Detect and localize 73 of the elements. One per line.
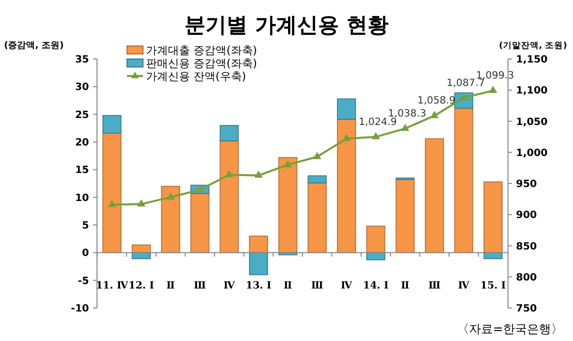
chart-title: 분기별 가계신용 현황 (184, 13, 388, 37)
point (400, 124, 410, 131)
y2-tick-label: 1,000 (516, 148, 548, 159)
bar (366, 252, 386, 260)
y2-tick-label: 900 (516, 210, 537, 222)
bar (336, 118, 356, 254)
bar (220, 140, 239, 254)
x-tick-label: 15. Ⅰ (480, 280, 506, 292)
x-tick-label: 12. Ⅰ (128, 280, 154, 292)
x-tick-label: Ⅲ (194, 280, 206, 292)
x-tick-label: Ⅱ (400, 280, 410, 292)
legend-label: 가계신용 잔액(우축) (146, 70, 246, 83)
y-tick-label: 30 (75, 82, 90, 94)
y-tick-label: 5 (82, 220, 90, 232)
point (488, 86, 498, 93)
x-tick-label: 13. Ⅰ (246, 280, 272, 292)
x-tick-label: Ⅳ (458, 280, 470, 292)
point (430, 110, 439, 118)
y2-tick-label: 1,150 (516, 54, 548, 66)
point (225, 170, 234, 178)
y-tick-label: 25 (75, 110, 90, 121)
point (166, 192, 175, 200)
y2-tick-label: 750 (516, 304, 537, 314)
y-tick-label: -5 (78, 276, 90, 287)
point (137, 199, 146, 206)
bar (249, 236, 268, 254)
bar (190, 193, 210, 254)
bar (366, 226, 386, 254)
bar (102, 132, 122, 254)
legend-label: 판매신용 증감액(좌축) (146, 56, 258, 70)
bar (161, 186, 180, 254)
y2-tick-label: 950 (516, 179, 537, 190)
y2-axis-title: (기말잔액, 조원) (499, 41, 568, 51)
x-tick-label: Ⅱ (166, 280, 175, 292)
y-axis-title: (증감액, 조원) (4, 41, 64, 51)
y-tick-label: 35 (75, 54, 90, 66)
x-tick-label: Ⅲ (428, 280, 441, 292)
bar (278, 157, 298, 254)
x-tick-label: Ⅳ (340, 280, 353, 292)
bar (102, 115, 122, 134)
bar (396, 179, 415, 254)
y2-tick-label: 1,100 (516, 86, 548, 97)
bar (484, 181, 503, 254)
text: 〈자료=한국은행〉 (456, 322, 563, 336)
point (108, 200, 116, 208)
x-tick-label: 11. Ⅳ (96, 280, 129, 292)
y2-tick-label: 850 (516, 241, 537, 252)
y-tick-label: 10 (75, 192, 90, 204)
bar (220, 125, 239, 142)
point (342, 134, 351, 142)
bar (308, 182, 327, 254)
bar (308, 175, 327, 184)
x-tick-label: Ⅳ (224, 280, 236, 292)
x-tick-label: Ⅲ (311, 280, 324, 292)
bar (249, 252, 268, 276)
data-label: 1,087.7 (446, 78, 485, 89)
y-tick-label: -10 (70, 304, 90, 314)
bar (454, 108, 474, 254)
data-label: 1,024.9 (358, 116, 397, 128)
y-tick-label: 0 (82, 248, 90, 260)
point (284, 160, 292, 168)
point (312, 152, 322, 160)
point (372, 132, 380, 140)
y-tick-label: 20 (75, 138, 90, 148)
legend-label: 가계대출 증감액(좌축) (146, 44, 258, 57)
bar (424, 138, 444, 254)
y-tick-label: 15 (75, 165, 90, 176)
x-tick-label: 14. Ⅰ (363, 280, 389, 292)
y2-tick-label: 800 (516, 272, 537, 284)
bar (336, 98, 356, 120)
point (254, 170, 263, 178)
y2-tick-label: 1,050 (516, 116, 548, 128)
x-tick-label: Ⅱ (284, 280, 292, 292)
